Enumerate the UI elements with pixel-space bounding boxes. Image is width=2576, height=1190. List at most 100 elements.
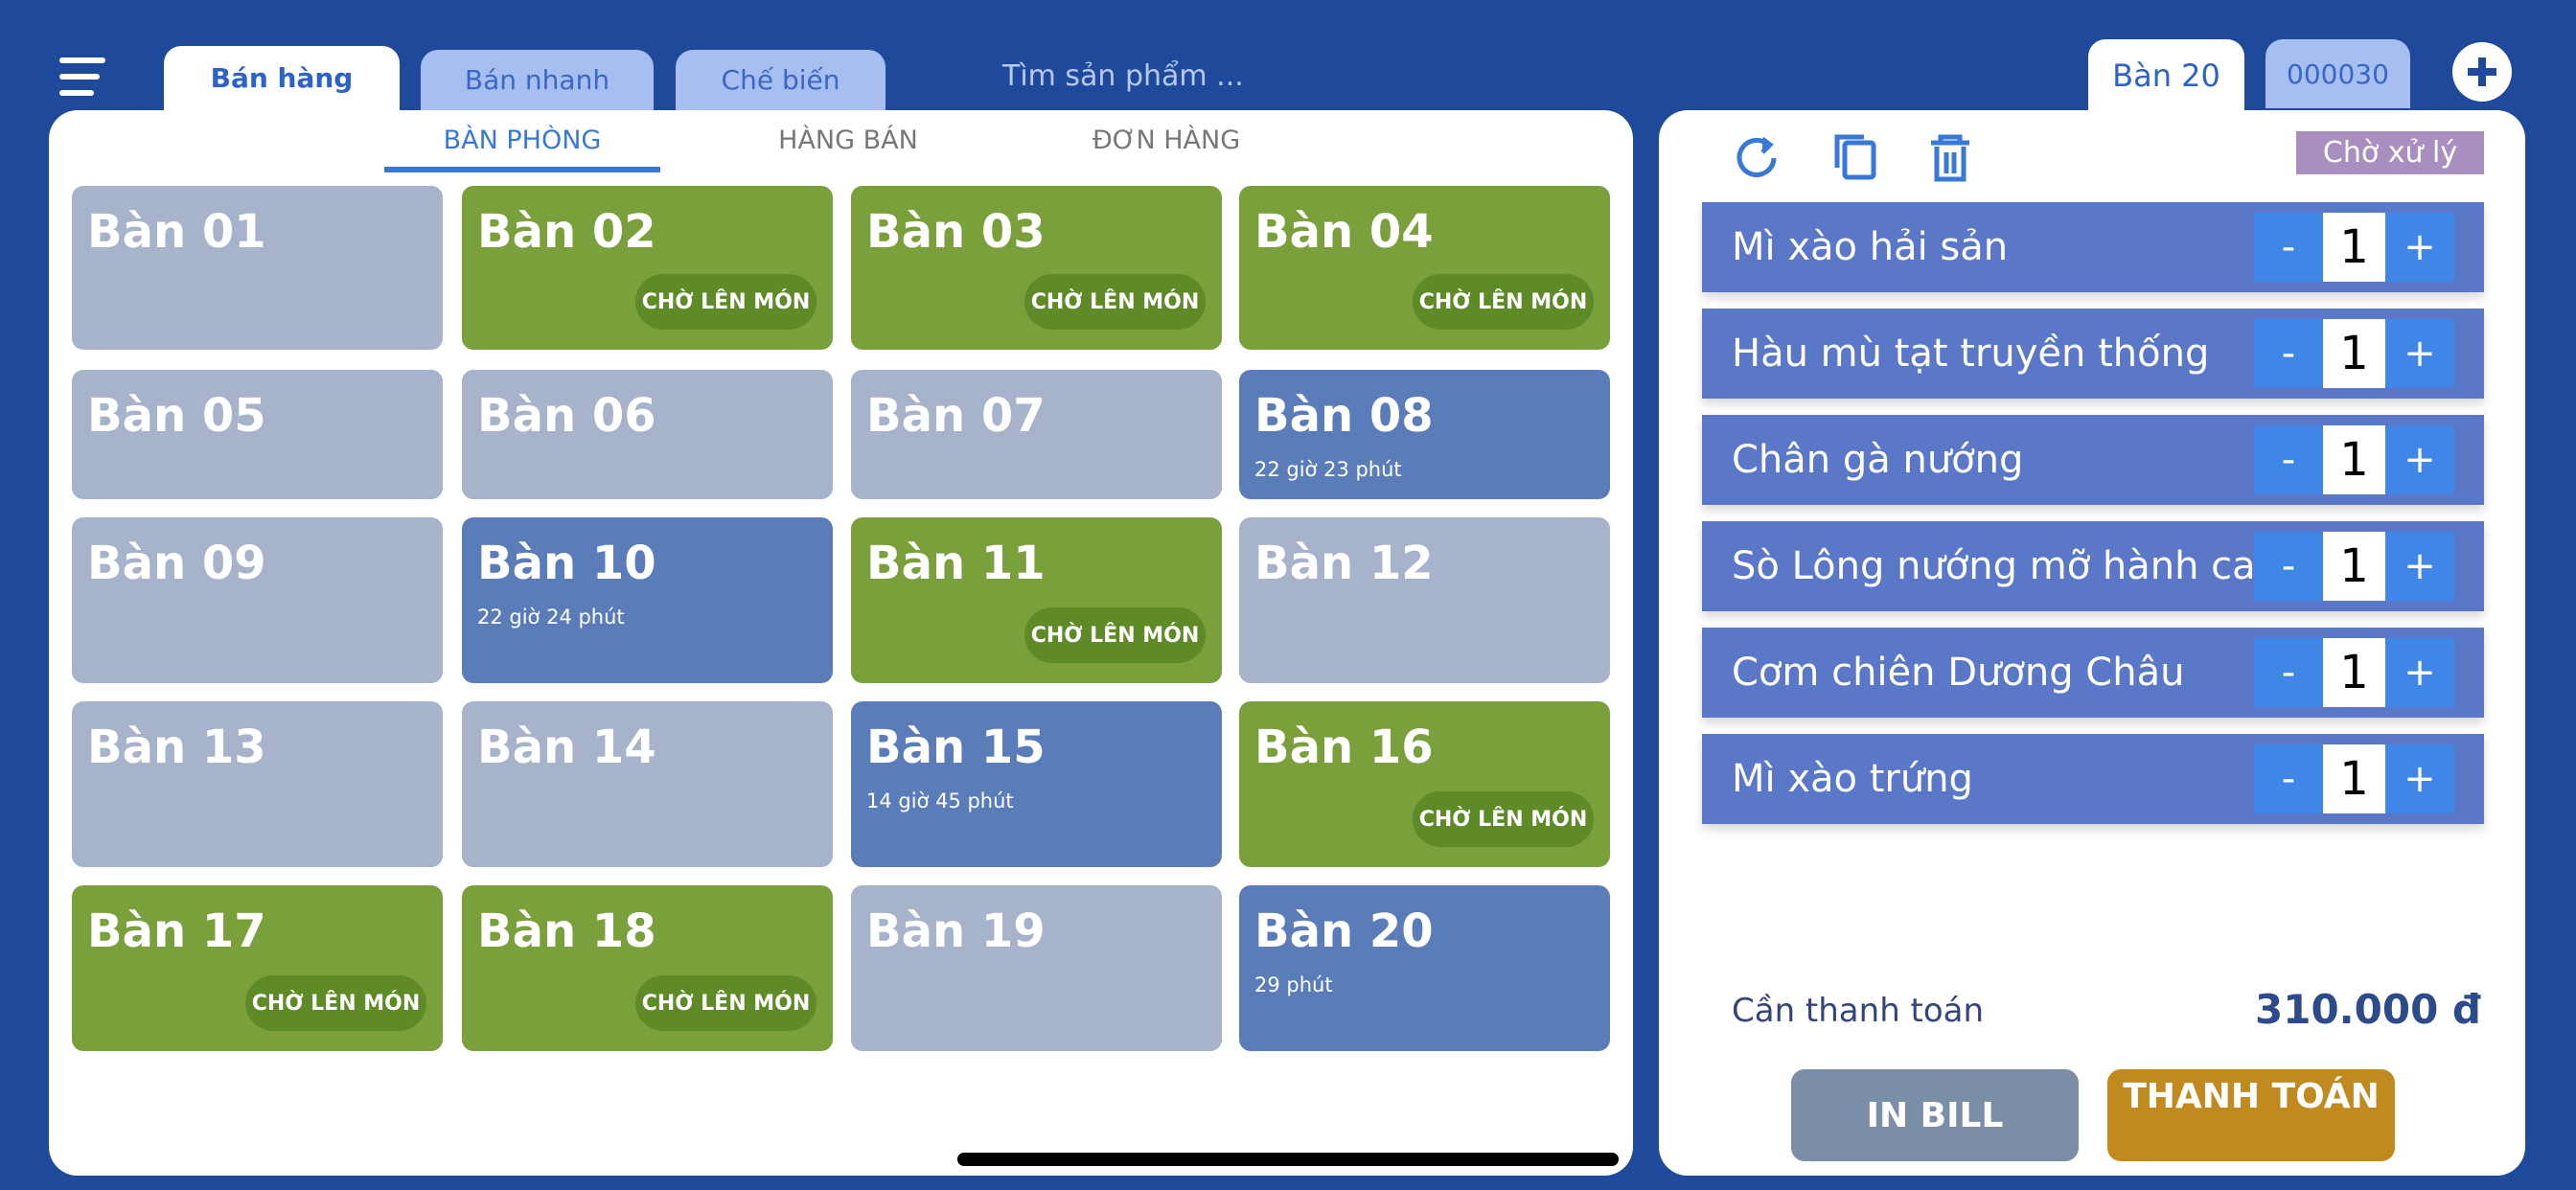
table-card[interactable]: Bàn 02 CHỜ LÊN MÓN: [462, 186, 833, 350]
subtab[interactable]: ĐƠN HÀNG: [1092, 126, 1241, 155]
pay-button[interactable]: THANH TOÁN: [2107, 1069, 2395, 1161]
table-time: 22 giờ 23 phút: [1254, 458, 1402, 481]
table-card[interactable]: Bàn 05: [72, 370, 443, 499]
table-time: 22 giờ 24 phút: [477, 606, 625, 629]
minus-button[interactable]: -: [2254, 425, 2323, 494]
minus-button[interactable]: -: [2254, 638, 2323, 707]
item-qty[interactable]: 1: [2323, 638, 2385, 707]
table-badge: CHỜ LÊN MÓN: [1024, 607, 1206, 663]
table-name: Bàn 10: [477, 537, 656, 590]
table-card[interactable]: Bàn 12: [1239, 517, 1610, 683]
item-qty[interactable]: 1: [2323, 532, 2385, 601]
menu-icon[interactable]: [59, 56, 111, 98]
plus-button[interactable]: +: [2385, 319, 2454, 388]
item-name: Mì xào trứng: [1732, 757, 1973, 801]
plus-button[interactable]: +: [2385, 638, 2454, 707]
item-qty[interactable]: 1: [2323, 744, 2385, 813]
table-name: Bàn 15: [866, 721, 1046, 774]
tab[interactable]: Bán nhanh: [421, 50, 654, 110]
minus-button[interactable]: -: [2254, 213, 2323, 282]
order-item[interactable]: Hàu mù tạt truyền thống -1 +: [1702, 309, 2484, 399]
order-item[interactable]: Mì xào trứng -1 +: [1702, 734, 2484, 824]
table-card[interactable]: Bàn 17 CHỜ LÊN MÓN: [72, 885, 443, 1051]
plus-button[interactable]: +: [2385, 213, 2454, 282]
table-badge: CHỜ LÊN MÓN: [245, 975, 426, 1031]
order-item[interactable]: Cơm chiên Dương Châu -1 +: [1702, 628, 2484, 718]
item-name: Hàu mù tạt truyền thống: [1732, 332, 2210, 376]
table-card[interactable]: Bàn 11 CHỜ LÊN MÓN: [851, 517, 1222, 683]
table-name: Bàn 01: [87, 205, 266, 259]
subtab[interactable]: BÀN PHÒNG: [443, 126, 602, 155]
total-value: 310.000 đ: [2255, 986, 2481, 1033]
table-name: Bàn 13: [87, 721, 266, 774]
table-card[interactable]: Bàn 07: [851, 370, 1222, 499]
table-name: Bàn 09: [87, 537, 266, 590]
search[interactable]: Tìm sản phẩm ...: [1002, 59, 1244, 93]
table-name: Bàn 19: [866, 904, 1046, 958]
item-name: Cơm chiên Dương Châu: [1732, 651, 2185, 695]
table-card[interactable]: Bàn 13: [72, 701, 443, 867]
subtab-underline: [384, 167, 660, 172]
item-qty[interactable]: 1: [2323, 319, 2385, 388]
table-time: 29 phút: [1254, 973, 1333, 996]
order-item[interactable]: Sò Lông nướng mỡ hành cay -1 +: [1702, 521, 2484, 611]
order-panel: Chờ xử lý Cần thanh toán 310.000 đ IN BI…: [1659, 110, 2525, 1176]
table-name: Bàn 18: [477, 904, 656, 958]
table-card[interactable]: Bàn 08 22 giờ 23 phút: [1239, 370, 1610, 499]
table-name: Bàn 11: [866, 537, 1046, 590]
table-card[interactable]: Bàn 01: [72, 186, 443, 350]
table-badge: CHỜ LÊN MÓN: [1413, 791, 1594, 847]
minus-button[interactable]: -: [2254, 532, 2323, 601]
table-card[interactable]: Bàn 15 14 giờ 45 phút: [851, 701, 1222, 867]
table-name: Bàn 14: [477, 721, 656, 774]
plus-button[interactable]: +: [2385, 744, 2454, 813]
table-badge: CHỜ LÊN MÓN: [1413, 274, 1594, 330]
table-card[interactable]: Bàn 06: [462, 370, 833, 499]
table-time: 14 giờ 45 phút: [866, 790, 1014, 812]
table-name: Bàn 05: [87, 389, 266, 443]
table-name: Bàn 02: [477, 205, 656, 259]
table-badge: CHỜ LÊN MÓN: [635, 975, 816, 1031]
tab[interactable]: Chế biến: [676, 50, 886, 110]
table-tab[interactable]: Bàn 20: [2088, 39, 2244, 112]
table-name: Bàn 16: [1254, 721, 1434, 774]
toolbar-icons[interactable]: [1734, 129, 1973, 187]
table-name: Bàn 03: [866, 205, 1046, 259]
order-status: Chờ xử lý: [2296, 131, 2484, 174]
table-badge: CHỜ LÊN MÓN: [1024, 274, 1206, 330]
table-name: Bàn 20: [1254, 904, 1434, 958]
table-card[interactable]: Bàn 14: [462, 701, 833, 867]
table-card[interactable]: Bàn 09: [72, 517, 443, 683]
table-card[interactable]: Bàn 20 29 phút: [1239, 885, 1610, 1051]
home-indicator: [957, 1153, 1619, 1166]
table-name: Bàn 07: [866, 389, 1046, 443]
table-card[interactable]: Bàn 03 CHỜ LÊN MÓN: [851, 186, 1222, 350]
item-qty[interactable]: 1: [2323, 213, 2385, 282]
total-label: Cần thanh toán: [1732, 992, 1985, 1030]
table-name: Bàn 12: [1254, 537, 1434, 590]
order-tab[interactable]: 000030: [2266, 39, 2410, 108]
minus-button[interactable]: -: [2254, 744, 2323, 813]
table-card[interactable]: Bàn 18 CHỜ LÊN MÓN: [462, 885, 833, 1051]
table-card[interactable]: Bàn 19: [851, 885, 1222, 1051]
table-name: Bàn 06: [477, 389, 656, 443]
order-item[interactable]: Chân gà nướng -1 +: [1702, 415, 2484, 505]
table-name: Bàn 17: [87, 904, 266, 958]
item-name: Mì xào hải sản: [1732, 225, 2009, 269]
tab[interactable]: Bán hàng: [164, 46, 400, 110]
item-qty[interactable]: 1: [2323, 425, 2385, 494]
print-button[interactable]: IN BILL: [1791, 1069, 2079, 1161]
table-card[interactable]: Bàn 04 CHỜ LÊN MÓN: [1239, 186, 1610, 350]
item-name: Chân gà nướng: [1732, 438, 2024, 482]
table-name: Bàn 08: [1254, 389, 1434, 443]
order-item[interactable]: Mì xào hải sản -1 +: [1702, 202, 2484, 292]
add-button[interactable]: [2452, 42, 2512, 102]
minus-button[interactable]: -: [2254, 319, 2323, 388]
plus-button[interactable]: +: [2385, 532, 2454, 601]
table-card[interactable]: Bàn 10 22 giờ 24 phút: [462, 517, 833, 683]
table-card[interactable]: Bàn 16 CHỜ LÊN MÓN: [1239, 701, 1610, 867]
table-name: Bàn 04: [1254, 205, 1434, 259]
subtab[interactable]: HÀNG BÁN: [778, 126, 918, 155]
plus-button[interactable]: +: [2385, 425, 2454, 494]
